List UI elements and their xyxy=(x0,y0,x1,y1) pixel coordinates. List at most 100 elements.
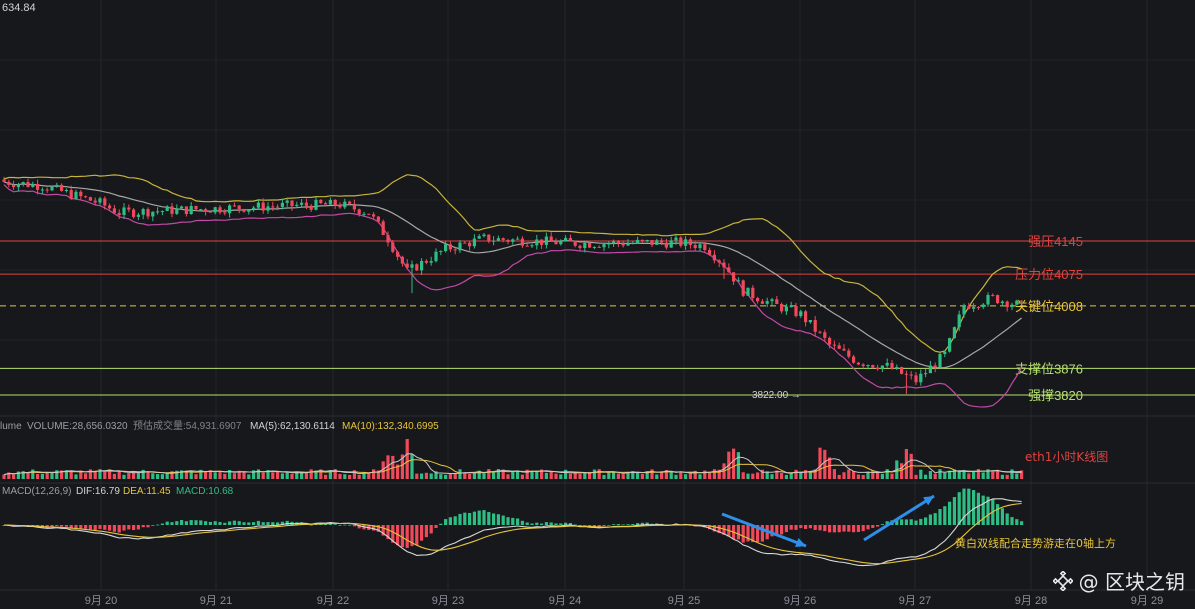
volume-bar xyxy=(304,472,308,479)
macd-bar xyxy=(309,524,313,526)
level-label: 压力位4075 xyxy=(1015,267,1083,282)
candle-body xyxy=(727,267,731,273)
candle-body xyxy=(434,251,438,262)
candle-body xyxy=(160,211,164,213)
candle-body xyxy=(722,262,726,268)
macd-bar xyxy=(568,523,572,525)
candle-body xyxy=(256,202,260,208)
candle-body xyxy=(242,209,246,212)
volume-bar xyxy=(208,470,212,479)
macd-bar xyxy=(64,525,68,527)
volume-bar xyxy=(698,474,702,479)
volume-bar xyxy=(559,474,563,479)
macd-bar xyxy=(223,522,227,525)
macd-bar xyxy=(530,523,534,525)
macd-bar xyxy=(981,495,985,525)
candle-body xyxy=(444,244,448,252)
candle-body xyxy=(578,245,582,248)
volume-bar xyxy=(794,469,798,479)
macd-bar xyxy=(895,518,899,525)
macd-bar xyxy=(175,521,179,525)
macd-bar xyxy=(429,525,433,534)
candle-body xyxy=(996,295,1000,304)
macd-bar xyxy=(79,525,83,529)
volume-bar xyxy=(938,469,942,479)
candle-body xyxy=(636,239,640,243)
macd-dea-line xyxy=(3,502,1022,565)
volume-bar xyxy=(300,472,304,479)
candle-body xyxy=(650,240,654,245)
macd-bar xyxy=(405,525,409,548)
macd-bar xyxy=(448,517,452,525)
macd-bar xyxy=(136,525,140,530)
candle-body xyxy=(616,241,620,244)
candle-body xyxy=(1015,300,1019,305)
candle-body xyxy=(189,206,193,215)
macd-bar xyxy=(636,523,640,525)
macd-bar xyxy=(458,513,462,525)
macd-bar xyxy=(1020,521,1024,525)
volume-bar xyxy=(952,469,956,479)
volume-bar xyxy=(21,471,25,479)
volume-bar xyxy=(36,473,40,479)
level-label: 关键位4008 xyxy=(1015,299,1083,314)
candle-body xyxy=(909,374,913,376)
volume-bar xyxy=(362,472,366,479)
level-label: 支撑位3876 xyxy=(1015,361,1083,376)
candle-body xyxy=(468,242,472,247)
candle-body xyxy=(664,242,668,248)
candle-body xyxy=(381,221,385,236)
candle-body xyxy=(679,237,683,246)
macd-bar xyxy=(352,525,356,527)
macd-bar xyxy=(156,524,160,526)
macd-bar xyxy=(88,525,92,530)
volume-bar xyxy=(88,469,92,479)
volume-bar xyxy=(544,472,548,479)
candle-body xyxy=(405,263,409,268)
macd-bar xyxy=(520,520,524,525)
volume-bar xyxy=(991,471,995,479)
macd-bar xyxy=(861,525,865,532)
candle-body xyxy=(492,240,496,242)
macd-bar xyxy=(328,523,332,525)
candle-body xyxy=(319,199,323,204)
candle-body xyxy=(84,196,88,198)
volume-bar xyxy=(760,469,764,479)
price-top-label: 634.84 xyxy=(2,2,36,14)
volume-bar xyxy=(405,439,409,479)
candle-body xyxy=(876,367,880,370)
macd-bar xyxy=(160,523,164,525)
macd-bar xyxy=(348,524,352,526)
candle-body xyxy=(280,202,284,207)
volume-bar xyxy=(933,473,937,479)
candle-body xyxy=(103,198,107,206)
candle-body xyxy=(818,331,822,333)
candle-body xyxy=(12,184,16,188)
macd-bar xyxy=(943,506,947,525)
low-price-marker: 3822.00 → xyxy=(752,390,801,401)
candle-body xyxy=(348,201,352,204)
macd-bar xyxy=(588,525,592,527)
volume-bar xyxy=(367,473,371,479)
candle-body xyxy=(919,373,923,383)
arrow-down xyxy=(721,512,807,548)
volume-bar xyxy=(285,472,289,479)
volume-bar xyxy=(583,473,587,479)
grid-lines xyxy=(0,0,1195,591)
macd-bar xyxy=(804,525,808,529)
macd-bar xyxy=(127,525,131,530)
candle-body xyxy=(852,356,856,363)
volume-bar xyxy=(280,473,284,479)
macd-bar xyxy=(400,525,404,548)
candle-body xyxy=(482,234,486,237)
macd-bar xyxy=(122,525,126,531)
candle-body xyxy=(674,237,678,241)
macd-bar xyxy=(117,525,121,533)
volume-bar xyxy=(496,469,500,479)
candle-body xyxy=(900,366,904,374)
macd-bar xyxy=(847,525,851,532)
candle-body xyxy=(952,327,956,339)
volume-bar xyxy=(439,474,443,479)
candle-body xyxy=(304,202,308,206)
